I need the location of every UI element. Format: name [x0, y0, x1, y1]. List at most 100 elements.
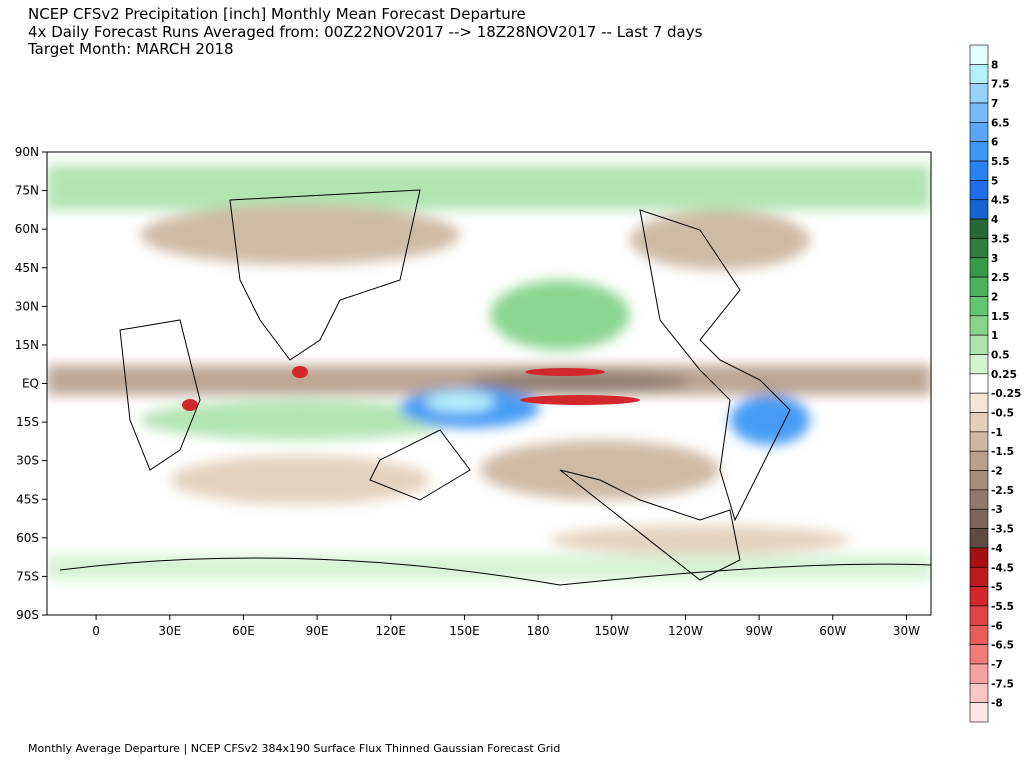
- colorbar-label: -7: [991, 659, 1003, 671]
- colorbar-box: [969, 83, 989, 104]
- lat-label: 30S: [16, 454, 39, 468]
- colorbar-label: -0.25: [991, 388, 1021, 400]
- colorbar-box: [969, 702, 989, 723]
- colorbar-label: 7.5: [991, 79, 1010, 91]
- colorbar-box: [969, 644, 989, 665]
- colorbar-label: 0.25: [991, 369, 1017, 381]
- lat-label: 90S: [16, 608, 39, 622]
- colorbar-label: 5.5: [991, 156, 1010, 168]
- colorbar-box: [969, 64, 989, 84]
- colorbar-box: [969, 489, 989, 510]
- colorbar-label: -6: [991, 620, 1003, 632]
- colorbar-box: [969, 296, 989, 317]
- colorbar-label: 8: [991, 59, 998, 71]
- colorbar-box: [969, 663, 989, 684]
- colorbar-box: [969, 547, 989, 568]
- lon-label: 150W: [594, 624, 629, 638]
- colorbar-label: -4.5: [991, 562, 1014, 574]
- colorbar-box: [969, 392, 989, 413]
- map-field: [47, 152, 931, 615]
- colorbar-box: [969, 276, 989, 297]
- colorbar-box: [969, 470, 989, 491]
- title-line: 4x Daily Forecast Runs Averaged from: 00…: [28, 23, 703, 41]
- colorbar-box: [969, 605, 989, 626]
- lon-label: 180: [527, 624, 550, 638]
- lat-label: EQ: [22, 377, 39, 391]
- colorbar-box: [969, 431, 989, 452]
- lat-label: 30N: [15, 299, 39, 313]
- colorbar-label: -7.5: [991, 678, 1014, 690]
- lon-label: 0: [92, 624, 100, 638]
- colorbar-label: 2.5: [991, 272, 1010, 284]
- colorbar-label: -1.5: [991, 446, 1014, 458]
- colorbar-label: -5.5: [991, 601, 1014, 613]
- colorbar-label: -2: [991, 466, 1003, 478]
- colorbar-label: -8: [991, 698, 1003, 710]
- colorbar-box: [969, 624, 989, 645]
- lon-label: 60W: [819, 624, 846, 638]
- colorbar-box: [969, 586, 989, 607]
- colorbar-box: [969, 160, 989, 181]
- footer: Monthly Average Departure | NCEP CFSv2 3…: [28, 742, 560, 755]
- lon-label: 30W: [893, 624, 920, 638]
- colorbar-box: [969, 122, 989, 143]
- colorbar-label: 3: [991, 253, 998, 265]
- colorbar-label: 1: [991, 330, 998, 342]
- lon-label: 90E: [306, 624, 329, 638]
- colorbar-box: [969, 412, 989, 433]
- colorbar-label: -5: [991, 582, 1003, 594]
- colorbar-box: [969, 199, 989, 220]
- lat-label: 75S: [16, 569, 39, 583]
- colorbar-label: -0.5: [991, 408, 1014, 420]
- colorbar-label: -4: [991, 543, 1003, 555]
- colorbar-box: [969, 180, 989, 201]
- colorbar-label: 3.5: [991, 233, 1010, 245]
- colorbar-label: 6: [991, 137, 998, 149]
- lat-label: 60S: [16, 531, 39, 545]
- lat-label: 15S: [16, 415, 39, 429]
- colorbar-label: 4: [991, 214, 998, 226]
- colorbar-label: 2: [991, 291, 998, 303]
- lat-label: 15N: [15, 338, 39, 352]
- title-line: Target Month: MARCH 2018: [27, 40, 234, 58]
- colorbar-box: [969, 566, 989, 587]
- colorbar-box: [969, 315, 989, 336]
- colorbar-label: -2.5: [991, 485, 1014, 497]
- lat-label: 75N: [15, 184, 39, 198]
- colorbar-box: [969, 257, 989, 278]
- colorbar-label: 4.5: [991, 195, 1010, 207]
- colorbar-label: 0.5: [991, 349, 1010, 361]
- colorbar-box: [969, 102, 989, 123]
- colorbar-box: [969, 683, 989, 703]
- colorbar-box: [969, 44, 989, 65]
- colorbar-label: -6.5: [991, 640, 1014, 652]
- colorbar-label: -3: [991, 504, 1003, 516]
- colorbar-box: [969, 238, 989, 259]
- lat-label: 45S: [16, 492, 39, 506]
- colorbar-label: 7: [991, 98, 998, 110]
- colorbar-label: 6.5: [991, 117, 1010, 129]
- colorbar-box: [969, 334, 989, 355]
- colorbar-label: -1: [991, 427, 1003, 439]
- colorbar-label: -3.5: [991, 524, 1014, 536]
- colorbar-box: [969, 508, 989, 529]
- lon-label: 120E: [376, 624, 407, 638]
- colorbar-box: [969, 528, 989, 549]
- lon-label: 60E: [232, 624, 255, 638]
- lon-label: 90W: [746, 624, 773, 638]
- title-line: NCEP CFSv2 Precipitation [inch] Monthly …: [28, 5, 526, 23]
- lon-label: 120W: [668, 624, 703, 638]
- colorbar-box: [969, 218, 989, 239]
- lon-label: 150E: [449, 624, 480, 638]
- colorbar-box: [969, 373, 989, 394]
- lat-label: 90N: [15, 145, 39, 159]
- colorbar-box: [969, 354, 989, 375]
- colorbar-box: [969, 141, 989, 162]
- lon-label: 30E: [158, 624, 181, 638]
- colorbar-label: 5: [991, 175, 998, 187]
- lat-label: 60N: [15, 222, 39, 236]
- colorbar-label: 1.5: [991, 311, 1010, 323]
- colorbar-box: [969, 450, 989, 471]
